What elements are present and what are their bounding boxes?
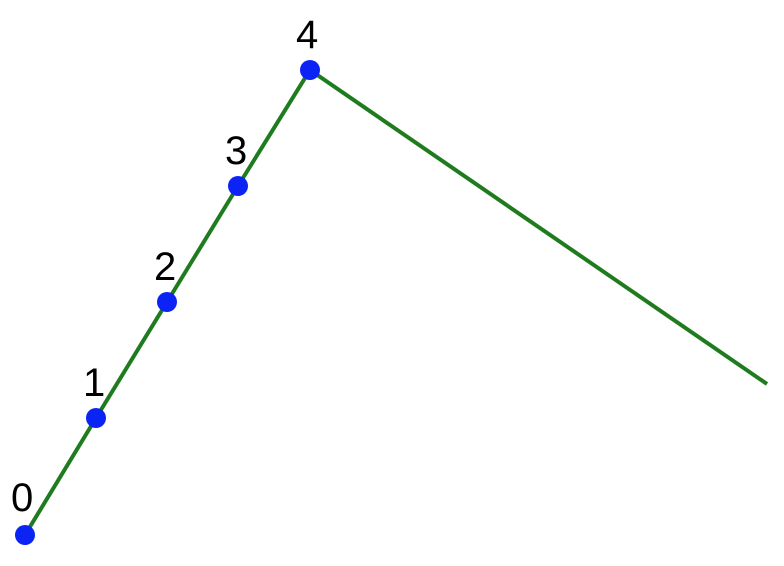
label-group: 0 1 2 3 4 [11, 13, 318, 520]
point-4-marker [300, 60, 320, 80]
point-2-marker [157, 292, 177, 312]
point-0-label: 0 [11, 476, 33, 520]
point-3-label: 3 [225, 129, 247, 173]
point-3-marker [228, 176, 248, 196]
point-1-label: 1 [83, 361, 105, 405]
point-4-label: 4 [296, 13, 318, 57]
point-0-marker [15, 525, 35, 545]
point-2-label: 2 [154, 245, 176, 289]
point-1-marker [86, 408, 106, 428]
point-group [15, 60, 320, 545]
path-line [23, 67, 769, 537]
